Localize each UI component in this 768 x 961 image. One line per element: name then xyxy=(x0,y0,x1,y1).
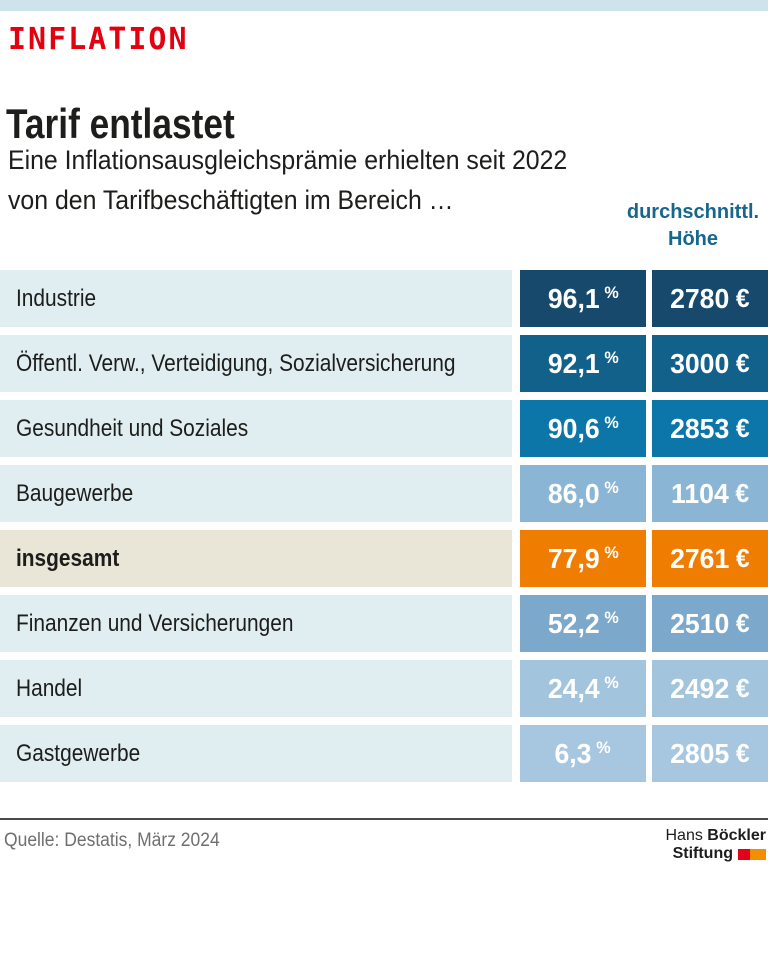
amount-column-header-line-2: Höhe xyxy=(668,228,718,250)
percent-value: 77,9 xyxy=(547,542,600,574)
data-table: Industrie 96,1 % 2780 € Öffentl. Verw., … xyxy=(0,270,768,790)
page-title-text: Tarif entlastet xyxy=(6,100,235,148)
table-row: insgesamt 77,9 % 2761 € xyxy=(0,530,768,587)
euro-unit: € xyxy=(736,608,750,638)
percent-unit: % xyxy=(604,477,619,497)
amount-value: 1104 xyxy=(670,477,729,509)
euro-unit: € xyxy=(736,283,750,313)
table-row: Öffentl. Verw., Verteidigung, Sozialvers… xyxy=(0,335,768,392)
table-row: Gesundheit und Soziales 90,6 % 2853 € xyxy=(0,400,768,457)
amount-value: 2510 xyxy=(670,607,730,639)
amount-value: 2780 xyxy=(670,282,730,314)
percent-value: 6,3 xyxy=(554,737,592,769)
table-row: Industrie 96,1 % 2780 € xyxy=(0,270,768,327)
amount-cell: 2510 € xyxy=(652,595,768,652)
percent-cell: 92,1 % xyxy=(520,335,646,392)
row-label: insgesamt xyxy=(16,544,120,572)
percent-cell: 77,9 % xyxy=(520,530,646,587)
source-note: Quelle: Destatis, März 2024 xyxy=(4,830,238,852)
logo-word-stiftung: Stiftung xyxy=(672,845,733,862)
percent-cell: 24,4 % xyxy=(520,660,646,717)
euro-unit: € xyxy=(736,413,750,443)
percent-value: 52,2 xyxy=(547,607,600,639)
percent-unit: % xyxy=(596,737,612,757)
page-title: Tarif entlastet xyxy=(6,102,278,146)
amount-cell: 2780 € xyxy=(652,270,768,327)
subtitle-line-2: von den Tarifbeschäftigten im Bereich … xyxy=(8,185,454,215)
row-label-cell: Finanzen und Versicherungen xyxy=(0,595,512,652)
amount-cell: 3000 € xyxy=(652,335,768,392)
row-label: Gastgewerbe xyxy=(16,739,141,767)
percent-value: 96,1 xyxy=(547,282,600,314)
table-rows: Industrie 96,1 % 2780 € Öffentl. Verw., … xyxy=(0,270,768,782)
euro-unit: € xyxy=(736,673,750,703)
subtitle-line-1: Eine Inflationsausgleichsprämie erhielte… xyxy=(8,145,568,175)
euro-unit: € xyxy=(736,738,750,768)
hans-boeckler-stiftung-logo: Hans Böckler Stiftung xyxy=(665,827,766,863)
percent-unit: % xyxy=(604,672,619,692)
row-label: Öffentl. Verw., Verteidigung, Sozialvers… xyxy=(16,349,456,377)
row-label-cell: Baugewerbe xyxy=(0,465,512,522)
subtitle: Eine Inflationsausgleichsprämie erhielte… xyxy=(8,140,616,220)
top-accent-strip xyxy=(0,0,768,11)
amount-cell: 2805 € xyxy=(652,725,768,782)
percent-cell: 6,3 % xyxy=(520,725,646,782)
percent-value: 90,6 xyxy=(547,412,600,444)
amount-cell: 2853 € xyxy=(652,400,768,457)
logo-line-1: Hans Böckler xyxy=(665,827,766,845)
table-row: Baugewerbe 86,0 % 1104 € xyxy=(0,465,768,522)
amount-column-header: durchschnittl. Höhe xyxy=(618,199,768,253)
row-label-cell: Öffentl. Verw., Verteidigung, Sozialvers… xyxy=(0,335,512,392)
euro-unit: € xyxy=(736,543,750,573)
logo-orange-block-icon xyxy=(750,848,766,860)
amount-column-header-line-1: durchschnittl. xyxy=(626,201,760,223)
logo-color-blocks-icon xyxy=(738,848,766,860)
percent-value: 92,1 xyxy=(547,347,600,379)
percent-value: 24,4 xyxy=(547,672,600,704)
footer-divider xyxy=(0,818,768,820)
row-label: Industrie xyxy=(16,284,97,312)
row-label: Baugewerbe xyxy=(16,479,134,507)
euro-unit: € xyxy=(735,478,750,508)
amount-value: 2492 xyxy=(670,672,730,704)
table-row: Gastgewerbe 6,3 % 2805 € xyxy=(0,725,768,782)
percent-cell: 52,2 % xyxy=(520,595,646,652)
row-label-cell: insgesamt xyxy=(0,530,512,587)
logo-word-boeckler: Böckler xyxy=(707,827,766,844)
percent-cell: 90,6 % xyxy=(520,400,646,457)
table-row: Handel 24,4 % 2492 € xyxy=(0,660,768,717)
logo-red-block-icon xyxy=(738,848,750,860)
percent-cell: 86,0 % xyxy=(520,465,646,522)
amount-cell: 2492 € xyxy=(652,660,768,717)
euro-unit: € xyxy=(736,348,750,378)
row-label-cell: Gastgewerbe xyxy=(0,725,512,782)
amount-cell: 1104 € xyxy=(652,465,768,522)
percent-unit: % xyxy=(604,607,619,627)
percent-unit: % xyxy=(604,347,619,367)
logo-line-2: Stiftung xyxy=(665,845,766,863)
amount-value: 2805 xyxy=(670,737,730,769)
row-label: Finanzen und Versicherungen xyxy=(16,609,294,637)
row-label-cell: Handel xyxy=(0,660,512,717)
percent-unit: % xyxy=(604,412,619,432)
source-note-text: Quelle: Destatis, März 2024 xyxy=(4,830,220,851)
row-label: Handel xyxy=(16,674,83,702)
logo-word-hans: Hans xyxy=(665,827,703,844)
amount-value: 2761 xyxy=(670,542,730,574)
table-row: Finanzen und Versicherungen 52,2 % 2510 … xyxy=(0,595,768,652)
percent-unit: % xyxy=(604,282,619,302)
amount-cell: 2761 € xyxy=(652,530,768,587)
row-label-cell: Industrie xyxy=(0,270,512,327)
percent-unit: % xyxy=(604,542,619,562)
percent-cell: 96,1 % xyxy=(520,270,646,327)
kicker: INFLATION xyxy=(8,22,189,57)
amount-value: 3000 xyxy=(670,347,730,379)
amount-value: 2853 xyxy=(670,412,730,444)
percent-value: 86,0 xyxy=(547,477,600,509)
row-label-cell: Gesundheit und Soziales xyxy=(0,400,512,457)
row-label: Gesundheit und Soziales xyxy=(16,414,249,442)
